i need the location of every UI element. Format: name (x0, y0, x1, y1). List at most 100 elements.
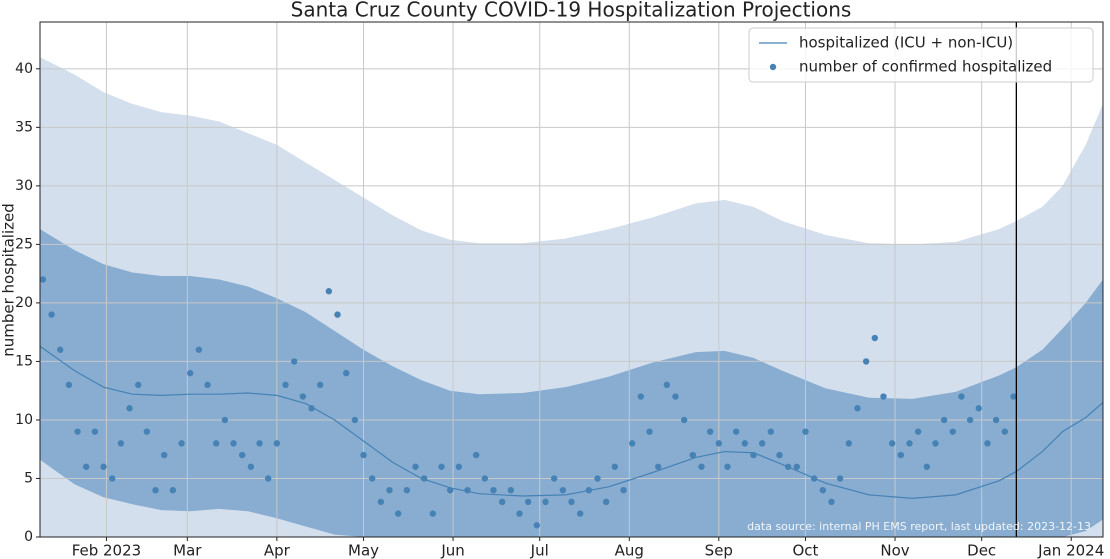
data-point (776, 451, 783, 459)
data-point (793, 463, 801, 470)
data-point (784, 463, 792, 470)
data-point (481, 475, 489, 482)
data-point (611, 463, 619, 470)
legend-box (748, 27, 1094, 83)
data-point (308, 405, 315, 412)
data-point (680, 416, 688, 424)
data-point (810, 475, 818, 482)
data-point (195, 346, 203, 353)
y-axis-label: number hospitalized (0, 203, 18, 357)
data-point (507, 486, 515, 494)
data-point (152, 486, 159, 494)
data-point (1010, 393, 1017, 400)
data-point (247, 463, 255, 470)
data-point (221, 416, 229, 424)
data-point (628, 440, 636, 447)
data-point (213, 440, 220, 447)
data-point (984, 440, 991, 447)
data-point (559, 486, 567, 494)
legend-label: number of confirmed hospitalized (799, 58, 1052, 76)
data-point (542, 498, 549, 506)
data-point (429, 510, 437, 517)
data-point (836, 475, 844, 482)
data-point (83, 463, 90, 470)
data-point (65, 381, 73, 389)
data-point (637, 393, 645, 400)
data-point (594, 475, 601, 482)
data-point (264, 475, 272, 482)
data-point (888, 440, 896, 447)
data-point (654, 463, 662, 470)
data-point (828, 498, 835, 506)
data-point (290, 358, 298, 365)
data-point (57, 346, 64, 353)
axes: 0 5 10 15 20 25 30 35 40 Feb 2023 Mar Apr May Jun Jul A… (15, 21, 1104, 559)
data-point (239, 451, 246, 459)
data-point (377, 498, 385, 506)
data-point (282, 381, 289, 389)
data-point (940, 416, 948, 424)
y-tick-label: 40 (15, 61, 33, 77)
data-point (862, 358, 870, 365)
y-tick-label: 20 (15, 295, 33, 311)
x-tick-label: Jul (530, 542, 549, 559)
data-point (178, 440, 185, 447)
data-point (438, 463, 445, 470)
data-point (256, 440, 263, 447)
data-point (342, 369, 350, 377)
data-point (585, 486, 593, 494)
data-point (490, 486, 497, 494)
legend-label: hospitalized (ICU + non-ICU) (799, 34, 1013, 52)
data-point (706, 428, 714, 435)
data-point (420, 475, 428, 482)
data-point (966, 416, 974, 424)
data-point (204, 381, 211, 389)
data-point (316, 381, 324, 389)
confidence-band (40, 229, 1103, 537)
data-point (568, 498, 575, 506)
y-tick-label: 0 (24, 529, 33, 545)
y-tick-label: 5 (24, 470, 33, 486)
y-tick-label: 30 (15, 178, 33, 194)
data-point (273, 440, 281, 447)
data-point (802, 428, 809, 435)
y-tick-label: 15 (15, 353, 33, 369)
data-point (334, 311, 341, 318)
data-point (698, 463, 705, 470)
data-point (672, 393, 679, 400)
data-point (74, 428, 81, 435)
data-point (117, 440, 125, 447)
data-point (854, 405, 861, 412)
x-tick-label: Jan 2024 (1037, 542, 1104, 559)
data-point (906, 440, 913, 447)
data-point (732, 428, 740, 435)
data-point (360, 451, 367, 459)
data-point (135, 381, 142, 389)
data-point (646, 428, 653, 435)
data-point (975, 405, 982, 412)
data-point (602, 498, 610, 506)
data-point (464, 486, 471, 494)
bands (40, 57, 1103, 537)
data-point (40, 276, 47, 283)
data-point (550, 475, 558, 482)
data-point (368, 475, 376, 482)
data-point (386, 486, 393, 494)
legend-dot (769, 63, 777, 71)
data-point (620, 486, 627, 494)
projection-line (40, 345, 1103, 499)
data-point (576, 510, 584, 517)
data-point (741, 440, 749, 447)
data-point (516, 510, 523, 517)
y-tick-label: 35 (15, 119, 33, 135)
data-point (949, 428, 956, 435)
data-point (48, 311, 55, 318)
y-tick-label: 25 (15, 236, 33, 252)
marks (40, 276, 1103, 529)
data-point (845, 440, 853, 447)
data-point (187, 369, 194, 377)
annotation: data source: internal PH EMS report, las… (747, 520, 1091, 533)
data-point (715, 440, 723, 447)
x-tick-label: May (348, 542, 379, 559)
